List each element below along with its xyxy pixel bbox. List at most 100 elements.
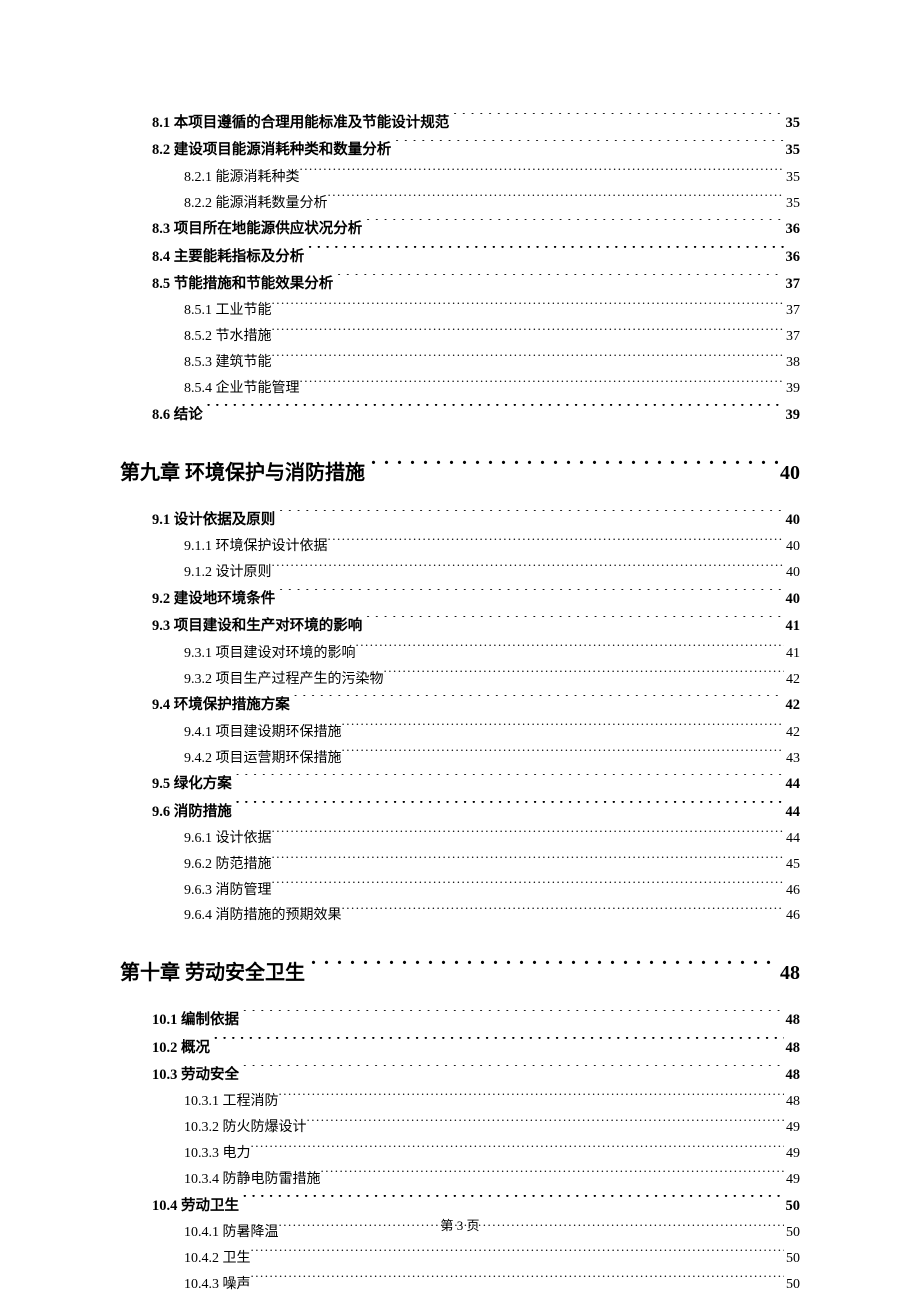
toc-entry-label: 8.5.1 工业节能	[184, 299, 272, 323]
toc-leader	[366, 616, 783, 631]
toc-entry-label: 8.4 主要能耗指标及分析	[152, 245, 308, 270]
toc-entry: 9.4.2 项目运营期环保措施43	[184, 746, 800, 772]
toc-entry: 8.5 节能措施和节能效果分析37	[152, 271, 800, 298]
toc-entry-page: 38	[784, 351, 800, 375]
toc-leader	[236, 801, 784, 816]
toc-entry: 8.5.3 建筑节能 38	[184, 350, 800, 376]
toc-entry: 8.5.4 企业节能管理 39	[184, 376, 800, 402]
toc-entry-page: 37	[784, 325, 800, 349]
toc-entry: 第九章 环境保护与消防措施40	[120, 457, 800, 489]
toc-entry-page: 40	[784, 587, 801, 612]
toc-entry-label: 9.6 消防措施	[152, 800, 236, 825]
toc-entry: 8.2 建设项目能源消耗种类和数量分析35	[152, 137, 800, 164]
toc-entry-page: 44	[784, 827, 800, 851]
toc-entry: 8.2.2 能源消耗数量分析 35	[184, 191, 800, 217]
toc-entry-label: 9.3.1 项目建设对环境的影响	[184, 642, 356, 666]
toc-entry-label: 9.6.1 设计依据	[184, 827, 272, 851]
toc-leader	[311, 959, 778, 979]
toc-entry: 8.4 主要能耗指标及分析 36	[152, 244, 800, 271]
toc-leader	[321, 1169, 785, 1183]
toc-entry-page: 40	[784, 508, 801, 533]
toc-leader	[207, 404, 784, 419]
toc-leader	[328, 193, 785, 207]
toc-entry-label: 10.2 概况	[152, 1036, 214, 1061]
page-footer: 第 3 页	[0, 1215, 920, 1234]
toc-entry-page: 48	[784, 1063, 801, 1088]
toc-entry-label: 8.5.3 建筑节能	[184, 351, 272, 375]
toc-leader	[342, 905, 785, 919]
toc-entry-page: 37	[784, 299, 800, 323]
toc-leader	[214, 1037, 784, 1052]
toc-entry: 8.6 结论39	[152, 402, 800, 429]
toc-entry-page: 35	[784, 138, 801, 163]
toc-entry-label: 8.5 节能措施和节能效果分析	[152, 272, 337, 297]
toc-entry-page: 50	[784, 1273, 800, 1297]
toc-entry-label: 8.3 项目所在地能源供应状况分析	[152, 217, 366, 242]
toc-entry: 9.2 建设地环境条件 40	[152, 586, 800, 613]
toc-entry-page: 45	[784, 853, 800, 877]
toc-entry: 9.3.2 项目生产过程产生的污染物42	[184, 667, 800, 693]
toc-entry: 8.5.1 工业节能 37	[184, 298, 800, 324]
toc-entry-label: 9.4.1 项目建设期环保措施	[184, 721, 342, 745]
toc-leader	[307, 1117, 785, 1131]
toc-entry: 9.6 消防措施 44	[152, 799, 800, 826]
toc-entry-label: 10.3.3 电力	[184, 1142, 251, 1166]
toc-entry-label: 9.6.3 消防管理	[184, 879, 272, 903]
toc-leader	[236, 774, 784, 789]
toc-entry-label: 8.2.2 能源消耗数量分析	[184, 192, 328, 216]
toc-leader	[279, 1091, 785, 1105]
toc-leader	[272, 326, 785, 340]
toc-leader	[384, 669, 785, 683]
toc-entry-page: 35	[784, 192, 800, 216]
toc-entry-page: 42	[784, 721, 800, 745]
toc-entry: 9.1.2 设计原则40	[184, 560, 800, 586]
toc-leader	[328, 536, 785, 550]
toc-leader	[337, 274, 783, 289]
toc-entry-label: 10.1 编制依据	[152, 1008, 243, 1033]
toc-entry-label: 9.1.2 设计原则	[184, 561, 272, 585]
toc-leader	[251, 1143, 785, 1157]
toc-leader	[251, 1274, 785, 1288]
toc-entry: 8.5.2 节水措施 37	[184, 324, 800, 350]
toc-leader	[251, 1248, 785, 1262]
toc-entry-label: 第十章 劳动安全卫生	[120, 957, 311, 989]
toc-entry: 9.1 设计依据及原则40	[152, 507, 800, 534]
toc-entry-page: 50	[784, 1247, 800, 1271]
toc-entry: 9.1.1 环境保护设计依据40	[184, 534, 800, 560]
toc-entry-page: 35	[784, 166, 800, 190]
toc-leader	[272, 562, 785, 576]
toc-entry-page: 39	[784, 377, 800, 401]
toc-entry: 10.3.4 防静电防雷措施49	[184, 1167, 800, 1193]
toc-entry-page: 44	[784, 800, 801, 825]
toc-leader	[243, 1195, 784, 1210]
toc-entry-label: 9.3.2 项目生产过程产生的污染物	[184, 668, 384, 692]
toc-entry-page: 48	[784, 1090, 800, 1114]
toc-leader	[356, 643, 785, 657]
toc-entry-label: 10.4.2 卫生	[184, 1247, 251, 1271]
toc-entry: 第十章 劳动安全卫生48	[120, 957, 800, 989]
toc-leader	[272, 300, 785, 314]
toc-entry: 9.4 环境保护措施方案 42	[152, 692, 800, 719]
toc-entry-page: 48	[784, 1036, 801, 1061]
toc-entry-label: 9.4 环境保护措施方案	[152, 693, 294, 718]
toc-entry: 9.6.2 防范措施45	[184, 852, 800, 878]
toc-leader	[342, 748, 785, 762]
toc-entry-label: 10.3.2 防火防爆设计	[184, 1116, 307, 1140]
toc-entry-label: 8.5.4 企业节能管理	[184, 377, 300, 401]
toc-entry-page: 44	[784, 772, 801, 797]
toc-entry-label: 9.2 建设地环境条件	[152, 587, 279, 612]
toc-leader	[371, 459, 778, 479]
toc-entry-page: 49	[784, 1168, 800, 1192]
toc-entry-page: 40	[784, 535, 800, 559]
toc-entry-page: 42	[784, 693, 801, 718]
toc-entry: 10.3 劳动安全48	[152, 1062, 800, 1089]
toc-entry-page: 49	[784, 1142, 800, 1166]
toc-entry-label: 第九章 环境保护与消防措施	[120, 457, 371, 489]
toc-entry-page: 36	[784, 245, 801, 270]
toc-entry: 10.4.3 噪声50	[184, 1272, 800, 1298]
toc-leader	[272, 880, 785, 894]
toc-entry-label: 8.5.2 节水措施	[184, 325, 272, 349]
toc-entry: 8.3 项目所在地能源供应状况分析36	[152, 216, 800, 243]
table-of-contents: 8.1 本项目遵循的合理用能标准及节能设计规范358.2 建设项目能源消耗种类和…	[120, 110, 800, 1297]
toc-entry: 9.4.1 项目建设期环保措施 42	[184, 720, 800, 746]
